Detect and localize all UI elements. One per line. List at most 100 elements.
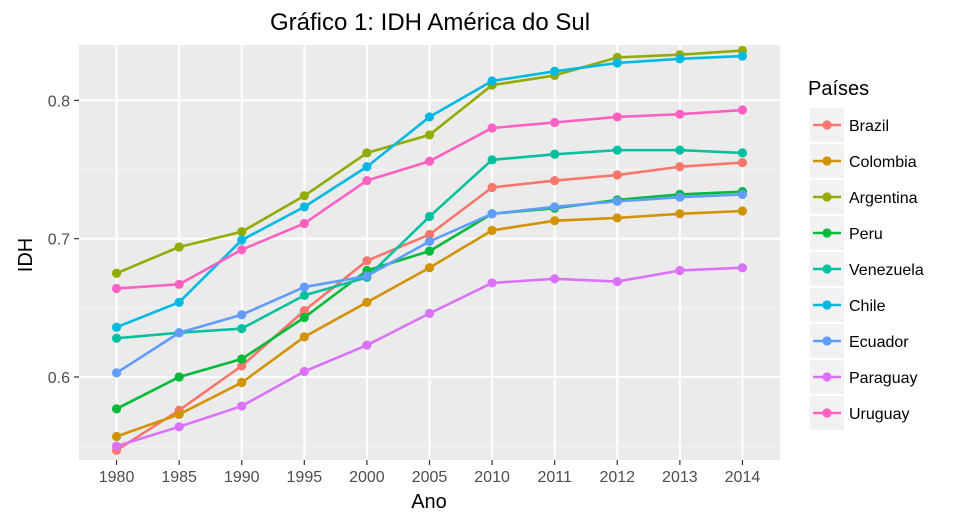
data-point — [299, 191, 309, 201]
data-point — [612, 213, 622, 223]
data-point — [487, 76, 497, 86]
data-point — [362, 148, 372, 158]
y-tick-label: 0.8 — [48, 93, 70, 110]
legend-item-brazil: Brazil — [810, 108, 889, 142]
legend-item-venezuela: Venezuela — [810, 252, 924, 286]
data-point — [424, 130, 435, 140]
x-tick-label: 1995 — [287, 469, 323, 486]
x-tick-label: 2005 — [412, 469, 448, 486]
legend-key-point — [822, 156, 832, 166]
x-tick-label: 2012 — [599, 469, 635, 486]
legend-label: Colombia — [849, 154, 917, 171]
data-point — [111, 322, 122, 332]
data-point — [737, 105, 748, 115]
data-point — [424, 236, 435, 247]
data-point — [550, 149, 560, 159]
data-point — [299, 332, 309, 342]
series-layer — [111, 45, 748, 455]
data-point — [299, 282, 309, 292]
legend-key-point — [822, 228, 832, 238]
data-point — [424, 112, 435, 122]
data-point — [174, 372, 184, 382]
legend-label: Chile — [849, 298, 886, 315]
data-point — [111, 333, 122, 343]
x-tick-label: 2010 — [474, 469, 510, 486]
x-axis-title: Ano — [411, 491, 447, 513]
legend-item-ecuador: Ecuador — [810, 324, 909, 358]
data-point — [737, 148, 748, 158]
legend-label: Peru — [849, 226, 883, 243]
legend-label: Ecuador — [849, 334, 909, 351]
data-point — [174, 297, 184, 307]
data-point — [487, 225, 497, 235]
data-point — [111, 404, 122, 414]
chart-title: Gráfico 1: IDH América do Sul — [270, 9, 590, 36]
y-tick-label: 0.6 — [48, 370, 70, 387]
data-point — [299, 366, 309, 377]
data-point — [362, 256, 372, 266]
y-tick-label: 0.7 — [48, 232, 70, 249]
data-point — [237, 235, 247, 245]
legend-key-point — [822, 300, 832, 310]
legend-title: Países — [808, 78, 869, 100]
data-point — [487, 155, 497, 165]
data-point — [424, 156, 435, 166]
data-point — [237, 377, 247, 388]
data-point — [174, 328, 184, 338]
legend-key-point — [822, 408, 832, 418]
data-point — [675, 162, 685, 172]
data-point — [424, 211, 435, 222]
legend-label: Uruguay — [849, 406, 909, 423]
data-point — [550, 202, 560, 212]
data-point — [487, 123, 497, 133]
data-point — [424, 263, 435, 273]
data-point — [111, 441, 122, 451]
series-colombia — [111, 206, 748, 442]
x-tick-label: 1980 — [99, 469, 135, 486]
data-point — [111, 268, 122, 278]
data-point — [550, 274, 560, 284]
legend-key-point — [822, 264, 832, 274]
data-point — [675, 54, 685, 64]
data-point — [237, 401, 247, 411]
legend-item-uruguay: Uruguay — [810, 396, 909, 430]
data-point — [612, 196, 622, 206]
data-point — [424, 229, 435, 240]
legend-label: Brazil — [849, 118, 889, 135]
data-point — [675, 145, 685, 155]
legend-key-point — [822, 336, 832, 346]
data-point — [737, 157, 748, 168]
data-point — [299, 202, 309, 212]
data-point — [362, 162, 372, 172]
legend-item-peru: Peru — [810, 216, 883, 250]
data-point — [487, 209, 497, 219]
legend-key-point — [822, 192, 832, 202]
legend-key-point — [822, 120, 832, 130]
data-point — [737, 51, 748, 61]
legend-item-paraguay: Paraguay — [810, 360, 918, 394]
data-point — [111, 283, 122, 294]
data-point — [424, 246, 435, 256]
data-point — [362, 271, 372, 281]
data-point — [111, 368, 122, 378]
data-point — [174, 279, 184, 289]
series-paraguay — [111, 263, 748, 451]
legend-key-point — [822, 372, 832, 382]
data-point — [362, 340, 372, 350]
legend-item-argentina: Argentina — [810, 180, 918, 214]
data-point — [424, 308, 435, 318]
x-tick-label: 2000 — [349, 469, 385, 486]
data-point — [487, 278, 497, 288]
data-point — [237, 361, 247, 371]
data-point — [174, 422, 184, 432]
x-tick-label: 2011 — [537, 469, 572, 486]
legend-label: Venezuela — [849, 262, 924, 279]
legend-label: Argentina — [849, 190, 918, 207]
y-axis: 0.6 0.7 0.8 — [48, 93, 79, 387]
legend: Países Brazil Colombia Argentina Peru Venezu… — [808, 78, 924, 430]
y-axis-title: IDH — [15, 238, 37, 272]
series-uruguay — [111, 105, 748, 294]
data-point — [111, 431, 122, 442]
data-point — [550, 175, 560, 186]
